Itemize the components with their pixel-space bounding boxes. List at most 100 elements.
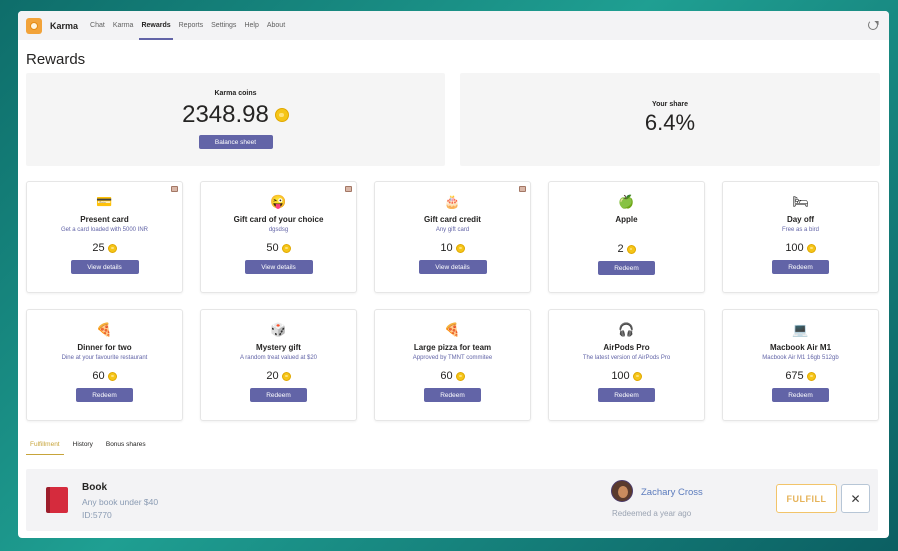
reward-card: 💻 Macbook Air M1 Macbook Air M1 16gb 512gb…	[722, 309, 879, 421]
gift-tag-icon	[519, 186, 526, 192]
reward-card: 🎧 AirPods Pro The latest version of AirPod…	[548, 309, 705, 421]
coin-icon	[806, 371, 816, 381]
nav-tab-settings[interactable]: Settings	[211, 22, 237, 29]
redeem-button[interactable]: Redeem	[424, 388, 481, 402]
fulfillment-subtabs: Fulfillment History Bonus shares	[26, 441, 155, 455]
karma-logo-icon	[26, 17, 42, 34]
cake-icon: 🎂	[444, 194, 461, 209]
your-share-card: Your share 6.4%	[460, 73, 880, 166]
reward-title: Day off	[786, 215, 815, 224]
fulfillment-user-name[interactable]: Zachary Cross	[641, 487, 703, 498]
your-share-value: 6.4%	[644, 110, 696, 135]
reward-price: 100	[785, 242, 804, 254]
fulfillment-item-id: ID:5770	[82, 510, 112, 520]
reward-title: Gift card credit	[424, 215, 481, 224]
coin-icon	[455, 371, 465, 381]
redeem-button[interactable]: Redeem	[76, 388, 133, 402]
fulfillment-row: Book Any book under $40 ID:5770 Zachary …	[26, 469, 878, 531]
fulfillment-item-title: Book	[82, 482, 107, 493]
reward-price: 50	[266, 242, 279, 254]
coin-icon	[107, 371, 117, 381]
airpods-icon: 🎧	[618, 322, 635, 337]
fulfill-button[interactable]: FULFILL	[776, 484, 837, 513]
app-name: Karma	[50, 20, 79, 31]
reward-title: Dinner for two	[77, 343, 132, 352]
subtab-history[interactable]: History	[72, 441, 93, 448]
your-share-label: Your share	[651, 101, 689, 108]
karma-coins-label: Karma coins	[214, 90, 257, 97]
pizza-icon: 🍕	[96, 322, 113, 337]
coin-icon	[281, 371, 291, 381]
view-details-button[interactable]: View details	[244, 260, 313, 274]
redeem-button[interactable]: Redeem	[250, 388, 307, 402]
reward-desc: Dine at your favourite restaurant	[61, 355, 148, 361]
avatar	[611, 480, 633, 502]
reward-title: AirPods Pro	[603, 343, 650, 352]
reward-card: 💳 Present card Get a card loaded with 5000…	[26, 181, 183, 293]
close-icon[interactable]: ✕	[841, 484, 870, 513]
subtab-bonus-shares[interactable]: Bonus shares	[105, 441, 146, 448]
reward-card: 🛏 Day off Free as a bird 100 Redeem	[722, 181, 879, 293]
reward-price: 60	[92, 370, 105, 382]
gift-tag-icon	[345, 186, 352, 192]
view-details-button[interactable]: View details	[70, 260, 139, 274]
reward-card: 🍏 Apple 2 Redeem	[548, 181, 705, 293]
reward-title: Macbook Air M1	[769, 343, 832, 352]
book-icon	[46, 487, 68, 513]
reward-desc: Macbook Air M1 16gb 512gb	[762, 355, 839, 361]
redeem-button[interactable]: Redeem	[772, 260, 829, 274]
nav-tab-about[interactable]: About	[266, 22, 286, 29]
reward-title: Large pizza for team	[413, 343, 492, 352]
coin-icon	[274, 108, 289, 122]
reward-desc: Get a card loaded with 5000 INR	[60, 227, 149, 233]
reward-card: 😜 Gift card of your choice dgsdsg 50 View de…	[200, 181, 357, 293]
reward-price: 25	[92, 242, 105, 254]
reward-desc: dgsdsg	[268, 227, 289, 233]
nav-tab-chat[interactable]: Chat	[90, 22, 105, 29]
reward-desc	[549, 227, 704, 234]
reward-card: 🍕 Large pizza for team Approved by TMNT co…	[374, 309, 531, 421]
nav-tab-karma[interactable]: Karma	[112, 22, 134, 29]
winking-face-icon: 😜	[270, 194, 287, 209]
laptop-icon: 💻	[792, 322, 809, 337]
coin-icon	[626, 244, 636, 254]
reward-title: Present card	[80, 215, 129, 224]
balance-sheet-button[interactable]: Balance sheet	[198, 135, 273, 149]
nav-tab-rewards[interactable]: Rewards	[137, 11, 174, 40]
credit-card-icon: 💳	[96, 194, 113, 209]
gift-tag-icon	[171, 186, 178, 192]
reward-price: 60	[440, 370, 453, 382]
top-nav-bar: Karma Chat Karma Rewards Reports Setting…	[18, 11, 889, 40]
bed-icon: 🛏	[792, 194, 809, 209]
reward-title: Apple	[615, 215, 638, 224]
reward-price: 2	[617, 243, 624, 255]
karma-coins-value: 2348.98	[182, 101, 269, 128]
nav-tab-help[interactable]: Help	[244, 22, 259, 29]
redeem-button[interactable]: Redeem	[598, 261, 655, 275]
reward-desc: A random treat valued at $20	[239, 355, 318, 361]
fulfillment-item-desc: Any book under $40	[82, 497, 159, 507]
reward-title: Mystery gift	[256, 343, 301, 352]
reward-price: 100	[611, 370, 630, 382]
view-details-button[interactable]: View details	[418, 260, 487, 274]
reward-title: Gift card of your choice	[233, 215, 324, 224]
reward-price: 10	[440, 242, 453, 254]
refresh-icon[interactable]	[868, 20, 878, 30]
karma-coins-card: Karma coins 2348.98 Balance sheet	[26, 73, 445, 166]
reward-card: 🎂 Gift card credit Any gift card 10 View det…	[374, 181, 531, 293]
subtab-fulfillment[interactable]: Fulfillment	[26, 441, 64, 455]
coin-icon	[455, 243, 465, 253]
reward-desc: Any gift card	[435, 227, 470, 233]
app-window: Karma Chat Karma Rewards Reports Setting…	[18, 11, 889, 538]
coin-icon	[632, 371, 642, 381]
apple-icon: 🍏	[618, 194, 635, 209]
pizza-icon: 🍕	[444, 322, 461, 337]
reward-price: 20	[266, 370, 279, 382]
coin-icon	[281, 243, 291, 253]
reward-desc: Approved by TMNT commitee	[412, 355, 493, 361]
redeem-button[interactable]: Redeem	[598, 388, 655, 402]
nav-tab-reports[interactable]: Reports	[178, 22, 204, 29]
reward-desc: Free as a bird	[781, 227, 820, 233]
redeem-button[interactable]: Redeem	[772, 388, 829, 402]
coin-icon	[806, 243, 816, 253]
